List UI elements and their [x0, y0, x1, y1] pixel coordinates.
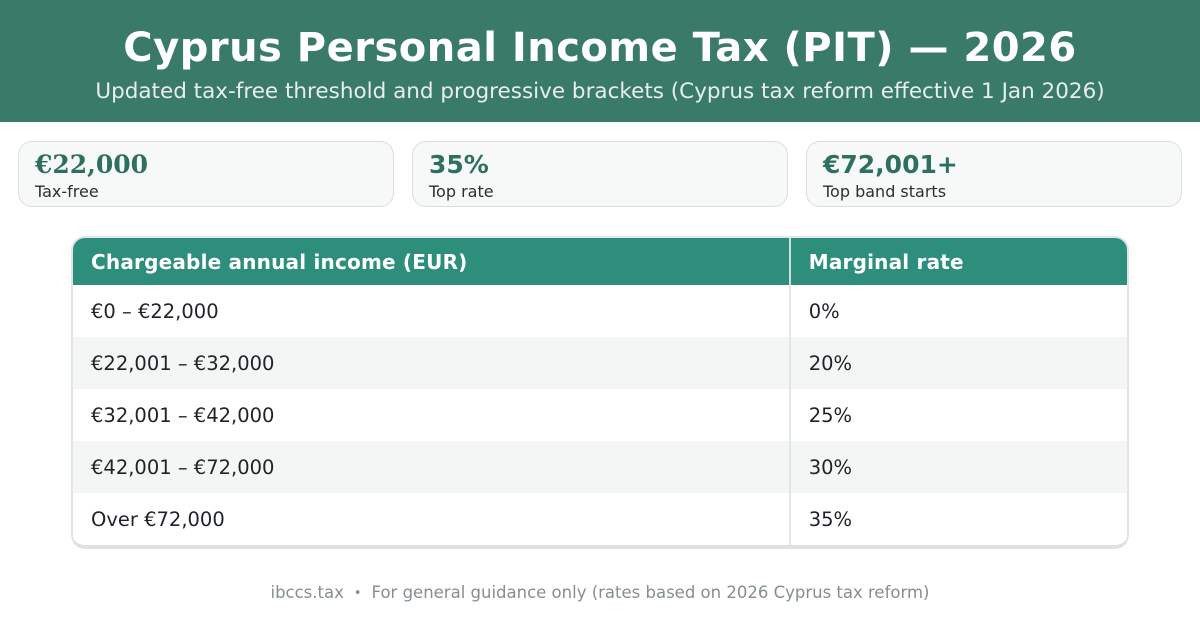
stat-label: Tax-free — [35, 181, 99, 201]
footer-disclaimer: ibccs.tax • For general guidance only (rat… — [0, 583, 1200, 602]
column-header-rate: Marginal rate — [788, 238, 1127, 285]
header-banner: Cyprus Personal Income Tax (PIT) — 2026 … — [0, 0, 1200, 122]
stat-value: €72,001+ — [823, 150, 958, 179]
source-name: ibccs.tax — [270, 583, 344, 602]
stat-label: Top band starts — [823, 181, 947, 201]
column-header-income: Chargeable annual income (EUR) — [73, 238, 790, 285]
stat-card-top-band: €72,001+ Top band starts — [806, 141, 1182, 207]
stat-value: €22,000 — [35, 150, 149, 179]
rate-cell: 25% — [788, 389, 1127, 441]
table-row: €32,001 – €42,000 25% — [73, 389, 1127, 441]
stat-card-tax-free: €22,000 Tax-free — [18, 141, 394, 207]
rate-cell: 20% — [788, 337, 1127, 389]
income-range-cell: €22,001 – €32,000 — [73, 337, 790, 389]
income-range-cell: €0 – €22,000 — [73, 285, 790, 337]
tax-brackets-table: Chargeable annual income (EUR) Marginal … — [71, 236, 1129, 549]
rate-cell: 30% — [788, 441, 1127, 493]
stat-cards: €22,000 Tax-free 35% Top rate €72,001+ T… — [18, 141, 1182, 207]
income-range-cell: €42,001 – €72,000 — [73, 441, 790, 493]
table-row: €0 – €22,000 0% — [73, 285, 1127, 337]
table-row: €42,001 – €72,000 30% — [73, 441, 1127, 493]
page-title: Cyprus Personal Income Tax (PIT) — 2026 — [123, 25, 1077, 71]
stat-card-top-rate: 35% Top rate — [412, 141, 788, 207]
rate-cell: 35% — [788, 493, 1127, 545]
table-row: €22,001 – €32,000 20% — [73, 337, 1127, 389]
income-range-cell: Over €72,000 — [73, 493, 790, 545]
bullet-separator: • — [353, 586, 362, 601]
income-range-cell: €32,001 – €42,000 — [73, 389, 790, 441]
stat-value: 35% — [429, 150, 489, 179]
table-row: Over €72,000 35% — [73, 493, 1127, 545]
disclaimer-text: For general guidance only (rates based o… — [371, 583, 930, 602]
page-subtitle: Updated tax-free threshold and progressi… — [95, 79, 1105, 104]
table-header-row: Chargeable annual income (EUR) Marginal … — [73, 238, 1127, 285]
rate-cell: 0% — [788, 285, 1127, 337]
stat-label: Top rate — [429, 181, 494, 201]
